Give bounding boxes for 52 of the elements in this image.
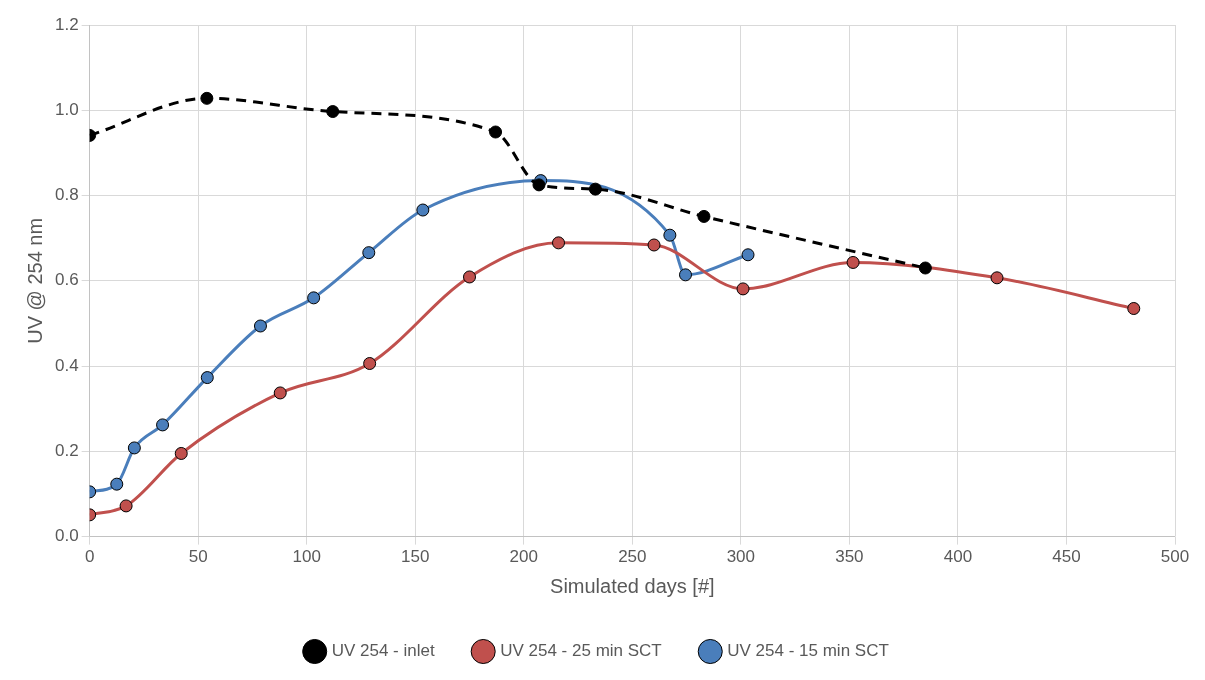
point [127, 441, 141, 455]
point [174, 446, 188, 460]
point [552, 236, 566, 250]
point [253, 319, 267, 333]
point [363, 357, 377, 371]
point [679, 268, 692, 282]
point [918, 261, 932, 275]
point [741, 248, 755, 262]
point [119, 499, 133, 513]
x-tick-label: 500 [1160, 547, 1190, 567]
point [489, 125, 503, 139]
x-tick-label: 0 [84, 547, 95, 567]
x-tick-label: 50 [188, 547, 208, 567]
point [156, 418, 170, 432]
point [200, 91, 214, 105]
point [697, 209, 711, 223]
x-tick-label: 400 [943, 547, 973, 567]
point [416, 203, 430, 217]
point [846, 255, 860, 269]
y-tick-label: 0.6 [54, 270, 79, 290]
x-tick-label: 100 [292, 547, 321, 567]
point [110, 477, 124, 491]
x-tick-label: 300 [726, 547, 756, 567]
y-tick-label: 0.0 [54, 526, 79, 546]
point [736, 282, 750, 296]
legend-label: UV 254 - 15 min SCT [727, 641, 889, 661]
point [663, 228, 677, 242]
x-tick-label: 350 [835, 547, 864, 567]
point [532, 178, 546, 192]
point [307, 291, 321, 305]
point [362, 246, 376, 260]
x-tick-label: 450 [1052, 547, 1081, 567]
point [990, 271, 1004, 285]
point [647, 238, 661, 252]
x-tick-label: 200 [509, 547, 538, 567]
y-tick-label: 1.2 [54, 14, 79, 34]
x-axis-title: Simulated days [#] [550, 574, 715, 597]
y-tick-label: 1.0 [54, 99, 79, 119]
point [200, 371, 214, 385]
y-tick-label: 0.8 [54, 185, 79, 205]
x-tick-label: 150 [401, 547, 430, 567]
legend-label: UV 254 - 25 min SCT [500, 641, 662, 661]
point [588, 182, 602, 196]
point [273, 386, 287, 400]
y-axis-title: UV @ 254 nm [23, 217, 46, 344]
y-tick-label: 0.2 [54, 441, 79, 461]
point [463, 270, 477, 284]
x-tick-label: 250 [618, 547, 647, 567]
y-tick-label: 0.4 [54, 355, 79, 375]
point [326, 105, 340, 119]
point [1127, 302, 1141, 316]
legend-label: UV 254 - inlet [331, 641, 435, 661]
